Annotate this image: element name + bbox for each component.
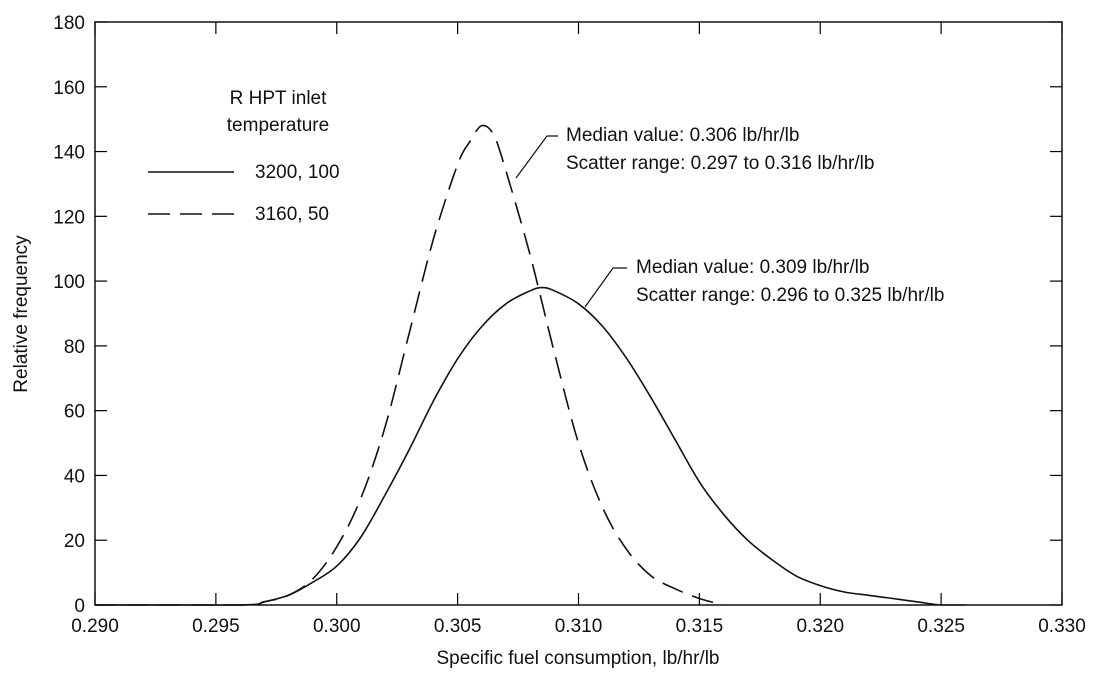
annotation-solid-line1: Median value: 0.309 lb/hr/lb [636, 257, 869, 278]
x-tick-label: 0.300 [313, 616, 361, 637]
legend-entry-dashed: 3160, 50 [255, 204, 329, 225]
series-layer [95, 124, 966, 606]
y-tick-label: 180 [53, 13, 85, 34]
annotation-dashed-line1: Median value: 0.306 lb/hr/lb [566, 125, 799, 146]
y-tick-label: 80 [64, 337, 85, 358]
x-tick-label: 0.295 [192, 616, 240, 637]
y-tick-label: 60 [64, 402, 85, 423]
x-tick-label: 0.330 [1038, 616, 1086, 637]
annotation-dashed-line2: Scatter range: 0.297 to 0.316 lb/hr/lb [566, 153, 874, 174]
annotation-dashed-leader [515, 135, 558, 179]
x-tick-label: 0.320 [796, 616, 844, 637]
plot-frame [94, 21, 1063, 606]
annotation-dashed: Median value: 0.306 lb/hr/lb Scatter ran… [515, 125, 874, 179]
y-tick-label: 100 [53, 272, 85, 293]
legend-entry-solid: 3200, 100 [255, 162, 340, 183]
y-tick-label: 140 [53, 143, 85, 164]
x-tick-label: 0.310 [555, 616, 603, 637]
tick-labels: 0.290 0.295 0.300 0.305 0.310 0.315 0.320 0.325… [53, 13, 1085, 637]
y-tick-label: 120 [53, 207, 85, 228]
x-tick-label: 0.315 [676, 616, 724, 637]
y-axis-label: Relative frequency [11, 235, 32, 393]
series-line-3160-50 [95, 124, 724, 606]
y-tick-label: 160 [53, 78, 85, 99]
y-tick-label: 0 [74, 596, 85, 617]
legend: R HPT inlet temperature 3200, 100 3160, … [148, 88, 340, 225]
series-line-3200-100 [95, 286, 966, 606]
annotation-solid: Median value: 0.309 lb/hr/lb Scatter ran… [584, 257, 944, 308]
annotation-solid-leader [584, 267, 627, 308]
x-tick-label: 0.325 [917, 616, 965, 637]
x-tick-label: 0.290 [71, 616, 119, 637]
y-tick-label: 40 [64, 466, 85, 487]
annotation-solid-line2: Scatter range: 0.296 to 0.325 lb/hr/lb [636, 285, 944, 306]
x-axis-label: Specific fuel consumption, lb/hr/lb [436, 648, 719, 669]
legend-title-line1: R HPT inlet [230, 88, 328, 109]
legend-title-line2: temperature [227, 115, 329, 136]
axes [94, 21, 1063, 606]
x-tick-label: 0.305 [434, 616, 482, 637]
y-tick-label: 20 [64, 531, 85, 552]
axis-ticks [94, 21, 1063, 606]
